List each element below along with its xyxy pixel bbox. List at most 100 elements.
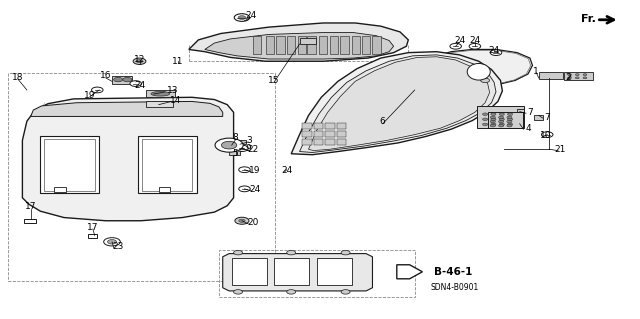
Text: SDN4-B0901: SDN4-B0901 [430,283,478,292]
Text: 24: 24 [454,36,465,45]
Circle shape [239,219,245,222]
Bar [340,36,349,54]
Polygon shape [564,72,593,80]
Text: 16: 16 [100,71,111,80]
Text: 24: 24 [281,166,292,175]
Text: B-46-1: B-46-1 [434,267,472,277]
Bar [362,36,370,54]
Circle shape [508,113,513,115]
Bar [287,36,295,54]
Polygon shape [308,57,490,151]
Bar [314,123,323,129]
Polygon shape [488,112,523,128]
Bar [352,36,360,54]
Bar [307,36,316,54]
Polygon shape [291,52,502,155]
Polygon shape [229,150,240,155]
Polygon shape [539,72,563,79]
Text: 22: 22 [247,145,259,154]
Polygon shape [300,55,496,152]
Circle shape [490,124,495,127]
Circle shape [136,60,143,63]
Text: 15: 15 [268,76,280,85]
Text: 6: 6 [380,117,385,126]
Polygon shape [40,136,99,193]
Circle shape [239,167,250,173]
Polygon shape [112,76,132,84]
Text: 13: 13 [167,86,179,95]
Circle shape [499,113,504,115]
Bar [325,139,335,145]
Circle shape [215,138,243,152]
Polygon shape [534,115,543,120]
Circle shape [104,238,120,246]
Circle shape [583,74,587,76]
Bar [314,139,323,145]
Polygon shape [146,90,175,97]
Circle shape [490,116,495,119]
Circle shape [491,113,496,115]
Text: 12: 12 [134,55,145,63]
Bar [302,131,312,137]
Polygon shape [189,23,408,61]
Text: 18: 18 [12,73,24,82]
Text: 24: 24 [469,36,481,45]
Bar [300,38,316,44]
Text: 21: 21 [554,145,566,154]
Polygon shape [146,101,173,107]
Text: 4: 4 [525,124,531,133]
Polygon shape [31,101,223,116]
Bar [330,36,338,54]
Polygon shape [22,97,234,221]
Circle shape [450,43,461,49]
Text: 10: 10 [540,131,551,140]
Bar [317,258,352,285]
Bar [337,123,346,129]
Circle shape [568,77,572,79]
Circle shape [507,124,512,127]
Polygon shape [205,33,394,59]
Bar [232,258,267,285]
Bar [314,131,323,137]
Circle shape [234,290,243,294]
Bar [337,131,346,137]
Bar [253,36,261,54]
Text: 23: 23 [113,242,124,251]
Circle shape [341,250,350,255]
Circle shape [287,250,296,255]
Text: 9: 9 [246,144,251,153]
Bar [274,258,309,285]
Bar [54,187,66,192]
Text: 24: 24 [134,81,145,90]
Polygon shape [397,265,422,279]
Polygon shape [138,136,197,193]
Circle shape [341,290,350,294]
Text: 19: 19 [249,166,260,175]
Bar [302,123,312,129]
Bar [266,36,274,54]
Circle shape [235,217,249,224]
Circle shape [499,118,504,121]
Circle shape [469,43,481,49]
Circle shape [491,118,496,121]
Circle shape [239,186,250,192]
Circle shape [123,78,132,82]
Bar [276,36,285,54]
Text: 7: 7 [527,108,532,117]
Text: 17: 17 [87,223,99,232]
Circle shape [483,118,488,121]
Polygon shape [477,106,524,128]
Bar [88,234,97,238]
Text: 8: 8 [233,133,238,142]
Bar [219,250,415,297]
Circle shape [221,141,237,149]
Bar [337,139,346,145]
Bar [372,36,381,54]
Text: 2: 2 [566,73,571,82]
Text: 20: 20 [247,218,259,227]
Text: 24: 24 [245,11,257,20]
Circle shape [481,78,490,83]
Polygon shape [517,109,524,115]
Bar [159,187,170,192]
Circle shape [499,123,504,126]
